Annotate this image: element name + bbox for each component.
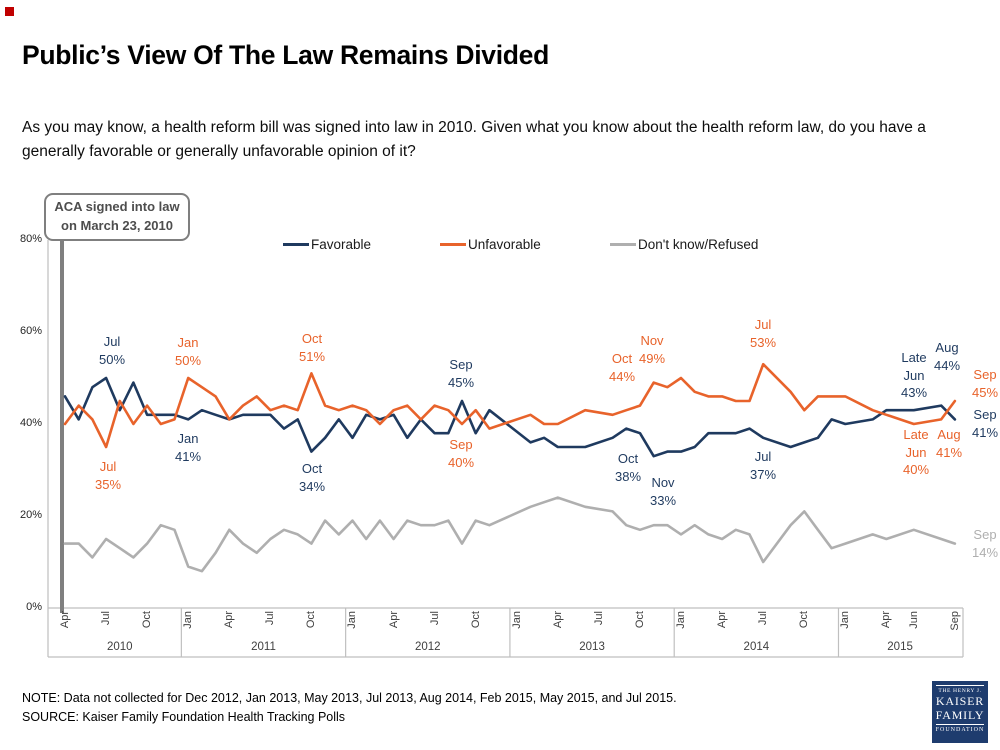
x-tick-text: Apr bbox=[387, 611, 400, 629]
series-line-dont-know-refused bbox=[63, 496, 957, 573]
kff-logo-top-rule bbox=[936, 685, 984, 686]
data-label-unfavorable: Nov 49% bbox=[638, 333, 666, 366]
kff-logo-henry-j: THE HENRY J. bbox=[938, 688, 982, 694]
kff-logo-family: FAMILY bbox=[935, 708, 985, 722]
year-label: 2011 bbox=[251, 641, 276, 653]
kff-red-square-mark bbox=[5, 7, 14, 16]
x-tick-text: Jan bbox=[675, 611, 688, 629]
legend-label-favorable: Favorable bbox=[311, 237, 372, 252]
x-tick-label: Oct bbox=[625, 611, 655, 649]
kff-logo-kaiser: KAISER bbox=[935, 694, 985, 708]
data-label-favorable: Late Jun 43% bbox=[900, 350, 928, 400]
kff-logo-foundation: FOUNDATION bbox=[935, 727, 985, 733]
data-label-favorable: Jul 37% bbox=[749, 449, 777, 482]
legend-label-unfavorable: Unfavorable bbox=[468, 237, 541, 252]
year-label: 2015 bbox=[887, 641, 913, 653]
note-text: NOTE: Data not collected for Dec 2012, J… bbox=[22, 691, 677, 705]
page-title: Public’s View Of The Law Remains Divided bbox=[22, 40, 549, 70]
data-label-unfavorable: Late Jun 40% bbox=[902, 427, 930, 477]
x-tick-text: Jan bbox=[182, 611, 195, 629]
x-tick-label: Oct bbox=[296, 611, 326, 649]
footnote-block: NOTE: Data not collected for Dec 2012, J… bbox=[22, 689, 677, 726]
x-tick-text: Oct bbox=[633, 611, 646, 629]
year-label: 2014 bbox=[743, 641, 770, 653]
x-tick-text: Oct bbox=[141, 611, 154, 629]
x-tick-label: Jan bbox=[830, 611, 860, 649]
data-label-favorable: Oct 38% bbox=[614, 451, 642, 484]
x-tick-text: Jan bbox=[346, 611, 359, 629]
x-tick-text: Apr bbox=[880, 611, 893, 629]
x-tick-text: Jun bbox=[907, 611, 920, 629]
source-text: SOURCE: Kaiser Family Foundation Health … bbox=[22, 709, 346, 724]
data-label-favorable: Sep 45% bbox=[447, 357, 475, 390]
survey-question-text: As you may know, a health reform bill wa… bbox=[22, 119, 926, 160]
data-label-unfavorable: Oct 51% bbox=[298, 331, 326, 364]
data-label-unfavorable: Aug 41% bbox=[935, 427, 963, 460]
x-tick-label: Oct bbox=[461, 611, 491, 649]
y-tick-label: 0% bbox=[26, 601, 42, 613]
data-label-favorable: Nov 33% bbox=[649, 475, 677, 508]
x-tick-label: Jan bbox=[337, 611, 367, 649]
year-label: 2010 bbox=[106, 641, 133, 653]
favorable-line-swatch bbox=[283, 242, 309, 247]
y-tick-label: 20% bbox=[19, 509, 42, 521]
year-label: 2012 bbox=[414, 641, 441, 653]
x-tick-text: Jul bbox=[592, 611, 605, 626]
x-tick-text: Oct bbox=[305, 611, 318, 629]
x-tick-text: Jul bbox=[428, 611, 441, 626]
x-tick-label: Apr bbox=[50, 611, 80, 649]
y-tick-label: 40% bbox=[19, 417, 42, 429]
x-tick-text: Apr bbox=[551, 611, 564, 629]
kff-logo-bottom-rule bbox=[936, 724, 984, 725]
x-tick-text: Jan bbox=[510, 611, 523, 629]
data-label-unfavorable: Jul 53% bbox=[749, 317, 777, 350]
data-label-unfavorable: Sep 45% bbox=[971, 367, 999, 400]
x-tick-text: Oct bbox=[469, 611, 482, 629]
data-label-dont-know-refused: Sep 14% bbox=[971, 527, 999, 560]
data-label-favorable: Jul 50% bbox=[98, 334, 126, 367]
y-tick-label: 60% bbox=[19, 325, 42, 337]
data-label-favorable: Sep 41% bbox=[971, 407, 999, 440]
data-label-unfavorable: Jul 35% bbox=[94, 459, 122, 492]
aca-annotation-line2: on March 23, 2010 bbox=[61, 217, 173, 233]
kff-logo: THE HENRY J. KAISER FAMILY FOUNDATION bbox=[932, 681, 988, 743]
y-tick-label: 80% bbox=[19, 233, 42, 245]
x-tick-text: Jul bbox=[757, 611, 770, 626]
legend-item-unfavorable: Unfavorable bbox=[440, 237, 541, 252]
aca-annotation-box: ACA signed into law on March 23, 2010 bbox=[44, 193, 190, 241]
x-tick-label: Sep bbox=[940, 611, 970, 649]
data-label-favorable: Aug 44% bbox=[933, 340, 961, 373]
data-label-favorable: Jan 41% bbox=[174, 431, 202, 464]
dont-know-line-swatch bbox=[610, 242, 636, 247]
legend-label-dont-know: Don't know/Refused bbox=[638, 237, 759, 252]
x-tick-text: Apr bbox=[223, 611, 236, 629]
year-label: 2013 bbox=[579, 641, 605, 653]
legend-item-dont-know: Don't know/Refused bbox=[610, 237, 758, 252]
x-tick-text: Jul bbox=[100, 611, 113, 626]
data-label-unfavorable: Oct 44% bbox=[608, 351, 636, 384]
data-label-unfavorable: Sep 40% bbox=[447, 437, 475, 470]
x-tick-text: Oct bbox=[798, 611, 811, 629]
data-label-favorable: Oct 34% bbox=[298, 461, 326, 494]
x-tick-text: Apr bbox=[59, 611, 71, 629]
x-tick-text: Apr bbox=[716, 611, 729, 629]
x-tick-label: Jan bbox=[666, 611, 696, 649]
x-tick-label: Jan bbox=[502, 611, 532, 649]
x-tick-text: Jul bbox=[264, 611, 277, 626]
legend-item-favorable: Favorable bbox=[283, 237, 371, 252]
aca-annotation-line1: ACA signed into law bbox=[54, 199, 180, 214]
x-tick-text: Sep bbox=[948, 611, 961, 631]
x-tick-label: Jan bbox=[173, 611, 203, 649]
data-label-unfavorable: Jan 50% bbox=[174, 335, 202, 368]
x-tick-text: Jan bbox=[839, 611, 852, 629]
series-line-unfavorable bbox=[63, 362, 957, 449]
unfavorable-line-swatch bbox=[440, 242, 466, 247]
x-tick-label: Oct bbox=[789, 611, 819, 649]
